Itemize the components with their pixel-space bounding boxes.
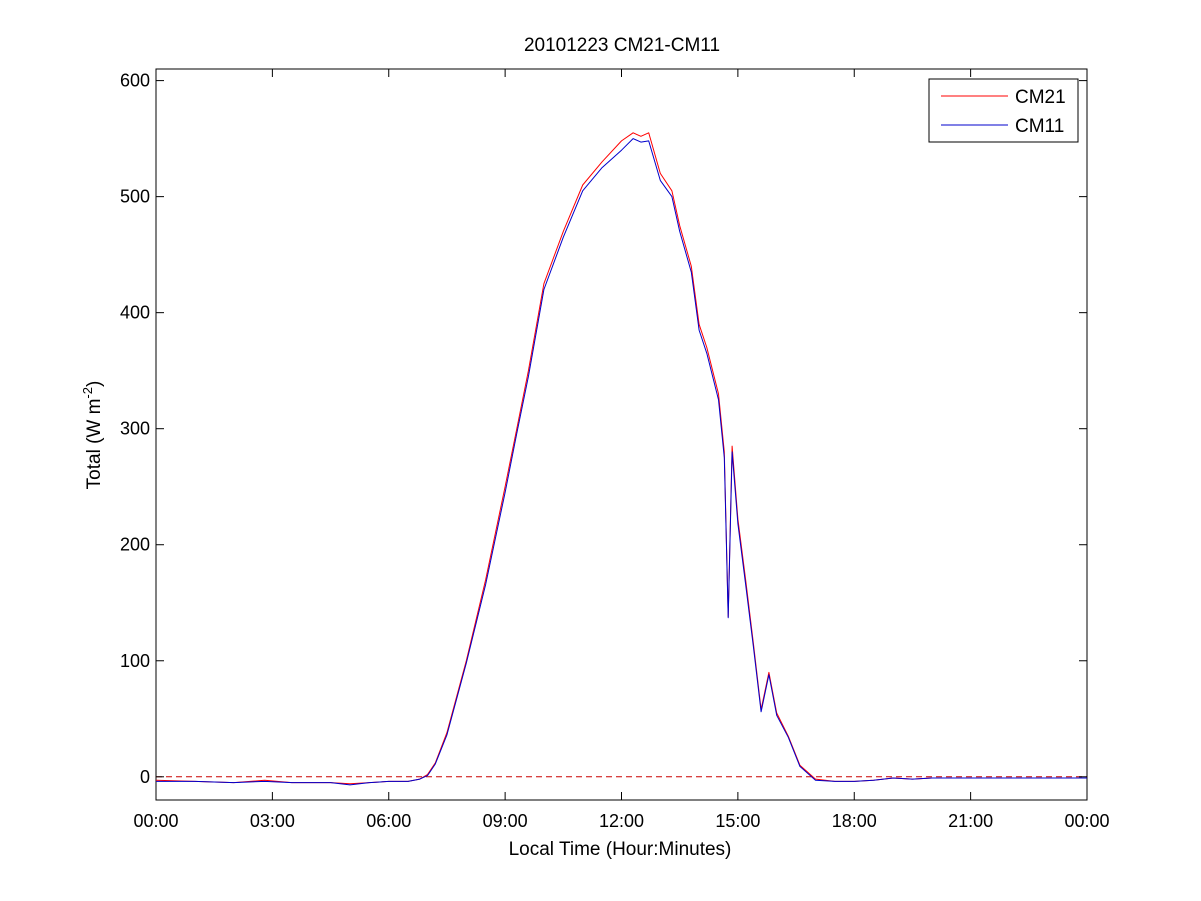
y-tick-label: 600	[120, 71, 150, 91]
x-tick-label: 00:00	[133, 811, 178, 831]
y-axis-label-base: Total (W m	[84, 399, 105, 490]
series-line-cm11	[156, 138, 1087, 786]
x-axis-label: Local Time (Hour:Minutes)	[509, 839, 732, 860]
legend: CM21 CM11	[928, 78, 1079, 143]
legend-label-cm11: CM11	[1015, 116, 1064, 137]
y-axis: 0 100 200 300 400 500 600	[120, 71, 1087, 787]
x-tick-label: 03:00	[250, 811, 295, 831]
y-tick-label: 0	[140, 767, 150, 787]
x-tick-label: 18:00	[832, 811, 877, 831]
x-tick-label: 15:00	[715, 811, 760, 831]
legend-box	[928, 78, 1079, 143]
y-tick-label: 500	[120, 187, 150, 207]
x-tick-label: 06:00	[366, 811, 411, 831]
y-tick-label: 100	[120, 651, 150, 671]
legend-label-cm21: CM21	[1015, 87, 1066, 108]
y-tick-label: 200	[120, 535, 150, 555]
y-axis-label-suffix: )	[84, 381, 105, 387]
y-axis-label: Total (W m-2)	[80, 381, 105, 490]
x-tick-label: 09:00	[483, 811, 528, 831]
y-tick-label: 300	[120, 419, 150, 439]
x-tick-label: 21:00	[948, 811, 993, 831]
y-axis-label-superscript: -2	[80, 387, 95, 399]
x-tick-label: 12:00	[599, 811, 644, 831]
y-tick-label: 400	[120, 303, 150, 323]
x-tick-label: 00:00	[1064, 811, 1109, 831]
x-axis: 00:00 03:00 06:00 09:00 12:00 15:00 18:00 21:00…	[133, 69, 1110, 831]
chart-title: 20101223 CM21-CM11	[524, 35, 720, 56]
series-layer	[155, 132, 1087, 786]
